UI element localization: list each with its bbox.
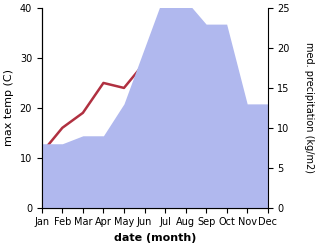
Y-axis label: max temp (C): max temp (C) bbox=[4, 69, 14, 146]
Y-axis label: med. precipitation (kg/m2): med. precipitation (kg/m2) bbox=[304, 42, 314, 173]
X-axis label: date (month): date (month) bbox=[114, 233, 196, 243]
